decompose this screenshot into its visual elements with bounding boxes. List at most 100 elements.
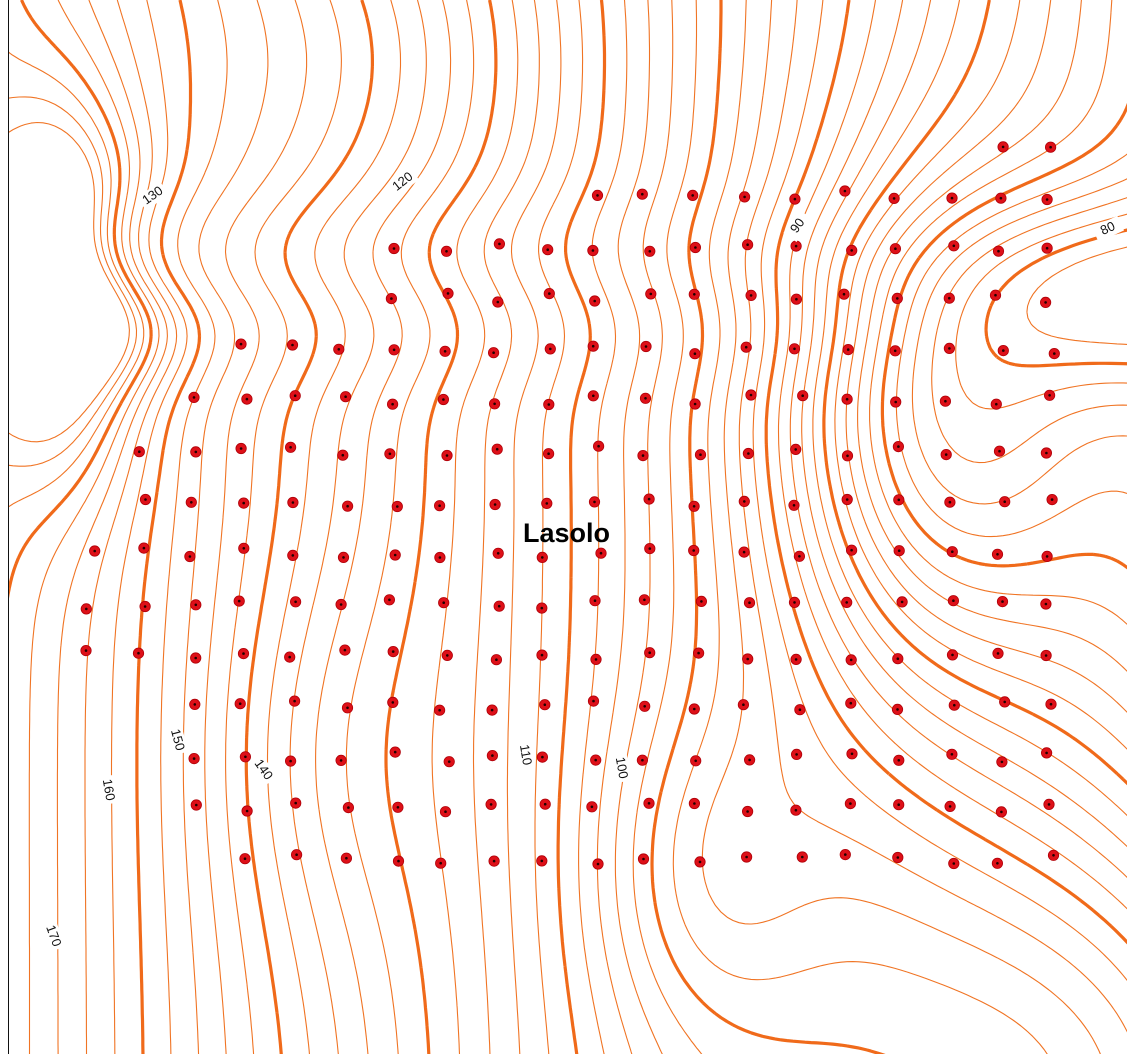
sample-point — [992, 245, 1005, 257]
sample-point — [139, 493, 152, 506]
sample-point — [435, 857, 447, 869]
contour-134 — [506, 0, 562, 1054]
sample-point — [946, 546, 958, 558]
sample-point — [80, 603, 92, 615]
sample-point — [636, 188, 648, 200]
sample-point — [289, 596, 302, 608]
sample-point — [639, 700, 651, 712]
sample-point — [185, 496, 197, 508]
sample-point — [386, 398, 399, 410]
contour-118 — [672, 0, 1048, 1054]
contour-150 — [244, 0, 374, 1054]
sample-point — [1047, 849, 1060, 861]
sample-point — [290, 797, 302, 809]
sample-point — [745, 389, 757, 401]
sample-point — [893, 494, 905, 506]
sample-point — [692, 647, 705, 659]
sample-point — [688, 500, 700, 512]
sample-point — [388, 344, 400, 356]
sample-point — [387, 696, 399, 709]
sample-point — [289, 390, 301, 402]
sample-point — [695, 595, 708, 608]
sample-point — [340, 852, 352, 864]
sample-point — [946, 192, 958, 204]
sample-point — [284, 755, 297, 767]
sample-point — [286, 339, 299, 351]
sample-point — [947, 595, 960, 607]
sample-point — [441, 449, 453, 462]
sample-point — [189, 698, 201, 711]
sample-point — [741, 239, 754, 251]
contour-80 — [984, 228, 1127, 368]
sample-point — [543, 287, 555, 300]
sample-point — [789, 193, 801, 205]
sample-point — [239, 751, 251, 763]
sample-point — [846, 748, 858, 760]
sample-point — [1048, 347, 1060, 360]
contour-lines — [9, 0, 1127, 1054]
sample-point — [790, 804, 802, 816]
sample-point — [740, 341, 752, 353]
contour-156 — [182, 0, 269, 1054]
contour-164 — [84, 0, 178, 1054]
sample-point — [645, 288, 657, 300]
sample-point — [790, 293, 803, 305]
sample-point — [841, 493, 853, 506]
sample-point — [385, 292, 397, 305]
sample-point — [687, 189, 699, 201]
sample-point — [742, 447, 755, 460]
contour-label-bg — [40, 920, 66, 952]
sample-point — [492, 296, 504, 308]
sample-point — [488, 398, 501, 410]
sample-point — [990, 398, 1002, 410]
contour-122 — [632, 0, 703, 1054]
sample-point — [337, 449, 349, 461]
sample-point — [790, 443, 802, 455]
sample-point — [139, 600, 151, 613]
sample-point — [138, 542, 150, 554]
sample-point — [190, 599, 202, 611]
sample-point — [1040, 598, 1052, 610]
sample-point — [284, 441, 297, 453]
sample-point — [184, 550, 196, 563]
sample-point — [788, 596, 801, 609]
sample-point — [738, 191, 751, 203]
sample-point — [996, 595, 1009, 608]
contour-136 — [472, 0, 540, 1054]
contour-label-80: 80 — [1098, 218, 1117, 238]
sample-point — [995, 192, 1007, 204]
contour-120 — [650, 0, 886, 1054]
sample-point — [939, 395, 952, 407]
sample-point — [234, 698, 246, 710]
contour-146 — [289, 0, 427, 1054]
sample-point — [644, 542, 656, 555]
sample-point — [491, 443, 503, 455]
sample-point — [89, 545, 101, 557]
sample-point — [592, 440, 605, 452]
place-label: Lasolo — [523, 518, 610, 548]
contour-166 — [56, 0, 168, 1054]
sample-point — [235, 442, 247, 455]
sample-point — [838, 288, 850, 300]
sample-point — [238, 542, 250, 554]
sample-point — [892, 440, 905, 453]
sample-point — [587, 390, 599, 402]
sample-point — [741, 805, 754, 818]
sample-point — [132, 647, 145, 659]
sample-point — [999, 496, 1011, 508]
sample-point — [745, 289, 757, 301]
sample-point — [948, 240, 960, 252]
sample-point — [486, 749, 498, 762]
sample-point — [539, 699, 551, 711]
sample-point — [841, 393, 853, 405]
contour-map[interactable]: 130 120 90 80 150 140 160 170 110 100 Lasolo — [8, 0, 1127, 1054]
sample-point — [341, 702, 354, 714]
sample-point — [188, 752, 200, 765]
sample-point — [542, 448, 555, 460]
sample-point — [995, 806, 1008, 818]
sample-point — [889, 243, 902, 255]
sample-point — [490, 654, 502, 666]
sample-point — [944, 800, 956, 813]
sample-point — [946, 748, 958, 760]
